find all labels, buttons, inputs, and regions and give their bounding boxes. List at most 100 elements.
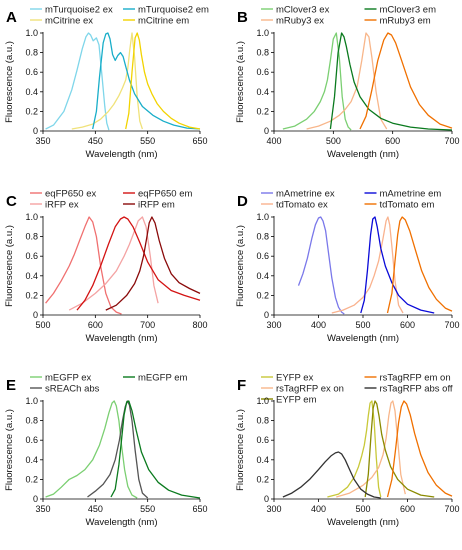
legend-entry: mClover3 em	[380, 4, 437, 15]
x-tick-label: 700	[140, 320, 155, 330]
legend-entry: mEGFP em	[138, 372, 188, 383]
y-tick-label: 0	[264, 310, 269, 320]
series-line	[125, 32, 201, 130]
y-tick-label: 0.2	[25, 474, 38, 484]
legend-entry: mAmetrine ex	[276, 188, 335, 199]
y-tick-label: 0.6	[25, 435, 38, 445]
series-line	[386, 400, 453, 498]
x-axis-title: Wavelength (nm)	[327, 517, 399, 528]
y-tick-label: 0.4	[256, 271, 269, 281]
series-line	[282, 32, 352, 131]
y-tick-label: 1.0	[25, 396, 38, 406]
series-line	[364, 400, 435, 498]
legend-entry: tdTomato em	[380, 199, 435, 210]
x-tick-label: 700	[444, 504, 459, 514]
x-tick-label: 300	[266, 320, 281, 330]
x-axis-title: Wavelength (nm)	[86, 333, 158, 344]
legend-entry: mRuby3 ex	[276, 15, 324, 26]
x-tick-label: 500	[355, 504, 370, 514]
series-line	[92, 32, 201, 130]
y-tick-label: 1.0	[25, 212, 38, 222]
x-tick-label: 550	[140, 504, 155, 514]
y-tick-label: 1.0	[256, 212, 269, 222]
series-line	[105, 216, 201, 311]
y-axis-title: Fluorescence (a.u.)	[235, 41, 246, 123]
x-tick-label: 450	[88, 136, 103, 146]
legend-entry: mRuby3 em	[380, 15, 431, 26]
panel-letter: E	[6, 377, 16, 394]
x-tick-label: 400	[311, 320, 326, 330]
y-tick-label: 0	[33, 310, 38, 320]
legend-entry: EYFP ex	[276, 372, 314, 383]
y-axis-title: Fluorescence (a.u.)	[4, 41, 15, 123]
y-tick-label: 0	[264, 126, 269, 136]
x-tick-label: 300	[266, 504, 281, 514]
y-tick-label: 0.2	[256, 106, 269, 116]
y-tick-label: 0.4	[256, 87, 269, 97]
legend-entry: mAmetrine em	[380, 188, 442, 199]
legend-entry: rsTagRFP em on	[380, 372, 451, 383]
y-tick-label: 0	[264, 494, 269, 504]
y-tick-label: 1.0	[256, 28, 269, 38]
legend-entry: rsTagRFP abs off	[380, 383, 453, 394]
y-tick-label: 0.2	[256, 474, 269, 484]
legend-entry: mTurquoise2 ex	[45, 4, 113, 15]
panel-letter: D	[237, 193, 248, 210]
legend-entry: tdTomato ex	[276, 199, 328, 210]
y-tick-label: 0.6	[256, 251, 269, 261]
y-axis-title: Fluorescence (a.u.)	[235, 409, 246, 491]
y-tick-label: 0.8	[256, 48, 269, 58]
y-tick-label: 0.4	[25, 87, 38, 97]
y-tick-label: 0.2	[256, 290, 269, 300]
series-line	[45, 32, 110, 131]
legend-entry: mCitrine ex	[45, 15, 93, 26]
legend-entry: iRFP ex	[45, 199, 79, 210]
y-tick-label: 0.4	[25, 455, 38, 465]
panel-letter: C	[6, 193, 17, 210]
series-line	[76, 216, 201, 311]
y-tick-label: 0.6	[256, 67, 269, 77]
series-line	[110, 400, 201, 499]
series-line	[45, 400, 138, 499]
x-tick-label: 350	[35, 504, 50, 514]
legend-entry: mCitrine em	[138, 15, 189, 26]
series-line	[329, 32, 453, 131]
x-tick-label: 550	[140, 136, 155, 146]
x-axis-title: Wavelength (nm)	[327, 333, 399, 344]
x-tick-label: 800	[192, 320, 207, 330]
x-tick-label: 500	[355, 320, 370, 330]
y-tick-label: 1.0	[256, 396, 269, 406]
y-tick-label: 1.0	[25, 28, 38, 38]
y-axis-title: Fluorescence (a.u.)	[4, 409, 15, 491]
legend-entry: eqFP650 ex	[45, 188, 96, 199]
panel-letter: A	[6, 9, 17, 26]
x-tick-label: 400	[266, 136, 281, 146]
panel-letter: B	[237, 9, 248, 26]
y-tick-label: 0	[33, 494, 38, 504]
x-tick-label: 650	[192, 504, 207, 514]
series-line	[68, 216, 159, 311]
legend-entry: mEGFP ex	[45, 372, 92, 383]
x-tick-label: 400	[311, 504, 326, 514]
series-line	[297, 216, 345, 315]
x-tick-label: 700	[444, 320, 459, 330]
x-tick-label: 600	[400, 320, 415, 330]
series-line	[45, 216, 122, 315]
y-tick-label: 0.4	[25, 271, 38, 281]
x-tick-label: 650	[192, 136, 207, 146]
x-tick-label: 350	[35, 136, 50, 146]
y-tick-label: 0.6	[25, 67, 38, 77]
x-tick-label: 600	[400, 504, 415, 514]
y-tick-label: 0.4	[256, 455, 269, 465]
x-tick-label: 500	[35, 320, 50, 330]
legend-entry: iRFP em	[138, 199, 175, 210]
x-axis-title: Wavelength (nm)	[86, 517, 158, 528]
x-tick-label: 600	[385, 136, 400, 146]
series-line	[360, 216, 435, 314]
